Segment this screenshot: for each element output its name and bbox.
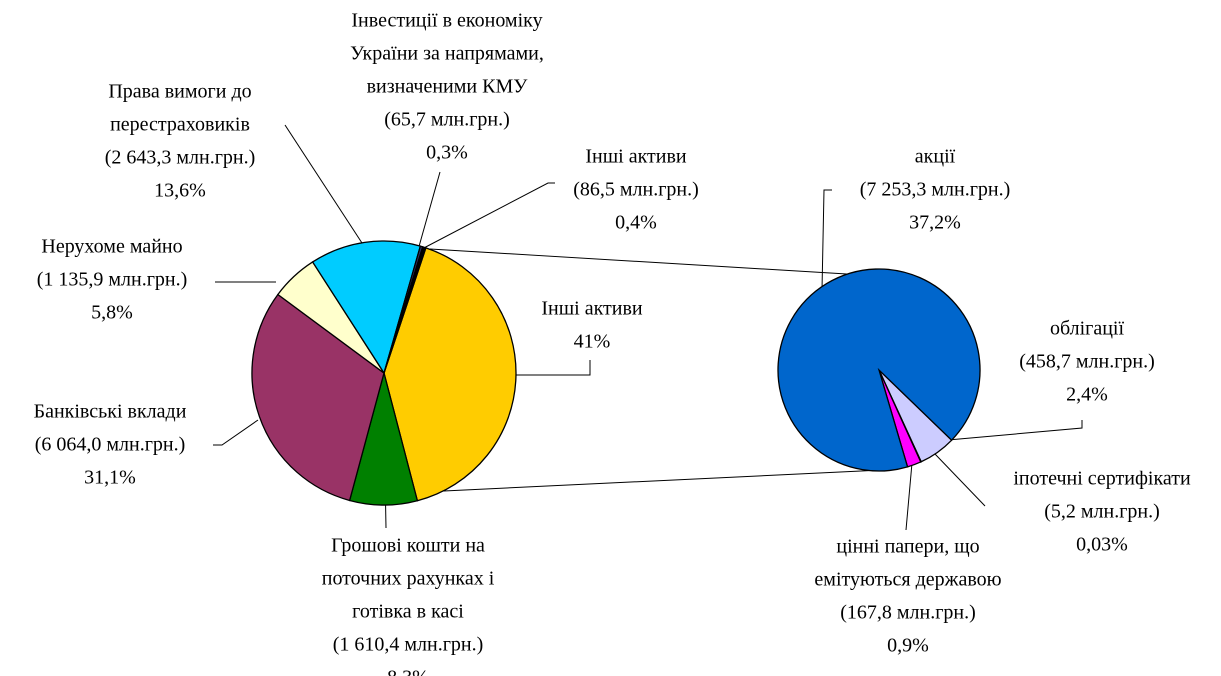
slice-label: Грошові кошти на [331, 535, 485, 557]
value-label: 31,1% [84, 467, 136, 489]
value-label: 0,3% [426, 142, 468, 164]
pie-slice [777, 268, 981, 472]
value-label: 41% [574, 331, 611, 353]
slice-label: акції [915, 146, 956, 168]
slice-label: цінні папери, що [836, 536, 979, 558]
leader-lines [213, 124, 1083, 531]
value-label: 37,2% [909, 212, 961, 234]
amount-label: (458,7 млн.грн.) [1019, 351, 1155, 373]
value-label: 0,03% [1076, 534, 1128, 556]
value-label: 13,6% [154, 180, 206, 202]
slice-label: поточних рахунках і [322, 568, 495, 590]
value-label: 2,4% [1066, 384, 1108, 406]
pie-slice [251, 293, 385, 502]
slice-label: Інвестиції в економіку [351, 10, 542, 32]
amount-label: (6 064,0 млн.грн.) [35, 434, 186, 456]
amount-label: (5,2 млн.грн.) [1044, 501, 1160, 523]
slice-label: Інші активи [585, 146, 687, 168]
value-label: 5,8% [91, 302, 133, 324]
amount-label: (86,5 млн.грн.) [573, 179, 699, 201]
slice-label: облігації [1050, 318, 1125, 340]
amount-label: (7 253,3 млн.грн.) [860, 179, 1011, 201]
slice-label: визначеними КМУ [367, 76, 529, 98]
value-label: 8,3% [387, 667, 429, 676]
pie-slice [383, 246, 517, 502]
value-label: 0,4% [615, 212, 657, 234]
pie-slice [383, 246, 427, 374]
slice-label: готівка в касі [352, 601, 464, 623]
amount-label: (2 643,3 млн.грн.) [105, 147, 256, 169]
amount-label: (1 135,9 млн.грн.) [37, 269, 188, 291]
slice-label: Інші активи [541, 298, 643, 320]
slice-label: перестраховиків [110, 114, 250, 136]
amount-label: (167,8 млн.грн.) [840, 602, 976, 624]
slice-label: Права вимоги до [108, 81, 251, 103]
slice-label: іпотечні сертифікати [1013, 468, 1191, 490]
slice-label: емітуються державою [814, 569, 1001, 591]
value-label: 0,9% [887, 635, 929, 657]
slice-label: України за напрямами, [350, 43, 544, 65]
amount-label: (1 610,4 млн.грн.) [333, 634, 484, 656]
slice-label: Банківські вклади [34, 401, 187, 423]
slice-label: Нерухоме майно [41, 236, 182, 258]
amount-label: (65,7 млн.грн.) [384, 109, 510, 131]
